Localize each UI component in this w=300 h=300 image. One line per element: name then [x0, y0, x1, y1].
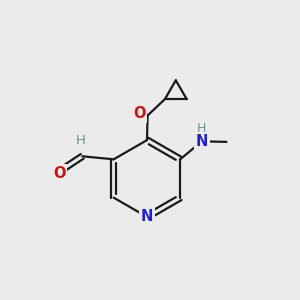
Text: O: O: [133, 106, 146, 122]
Text: H: H: [197, 122, 206, 135]
Text: O: O: [53, 166, 66, 181]
Text: N: N: [141, 209, 153, 224]
Text: N: N: [196, 134, 208, 149]
Text: H: H: [76, 134, 86, 147]
